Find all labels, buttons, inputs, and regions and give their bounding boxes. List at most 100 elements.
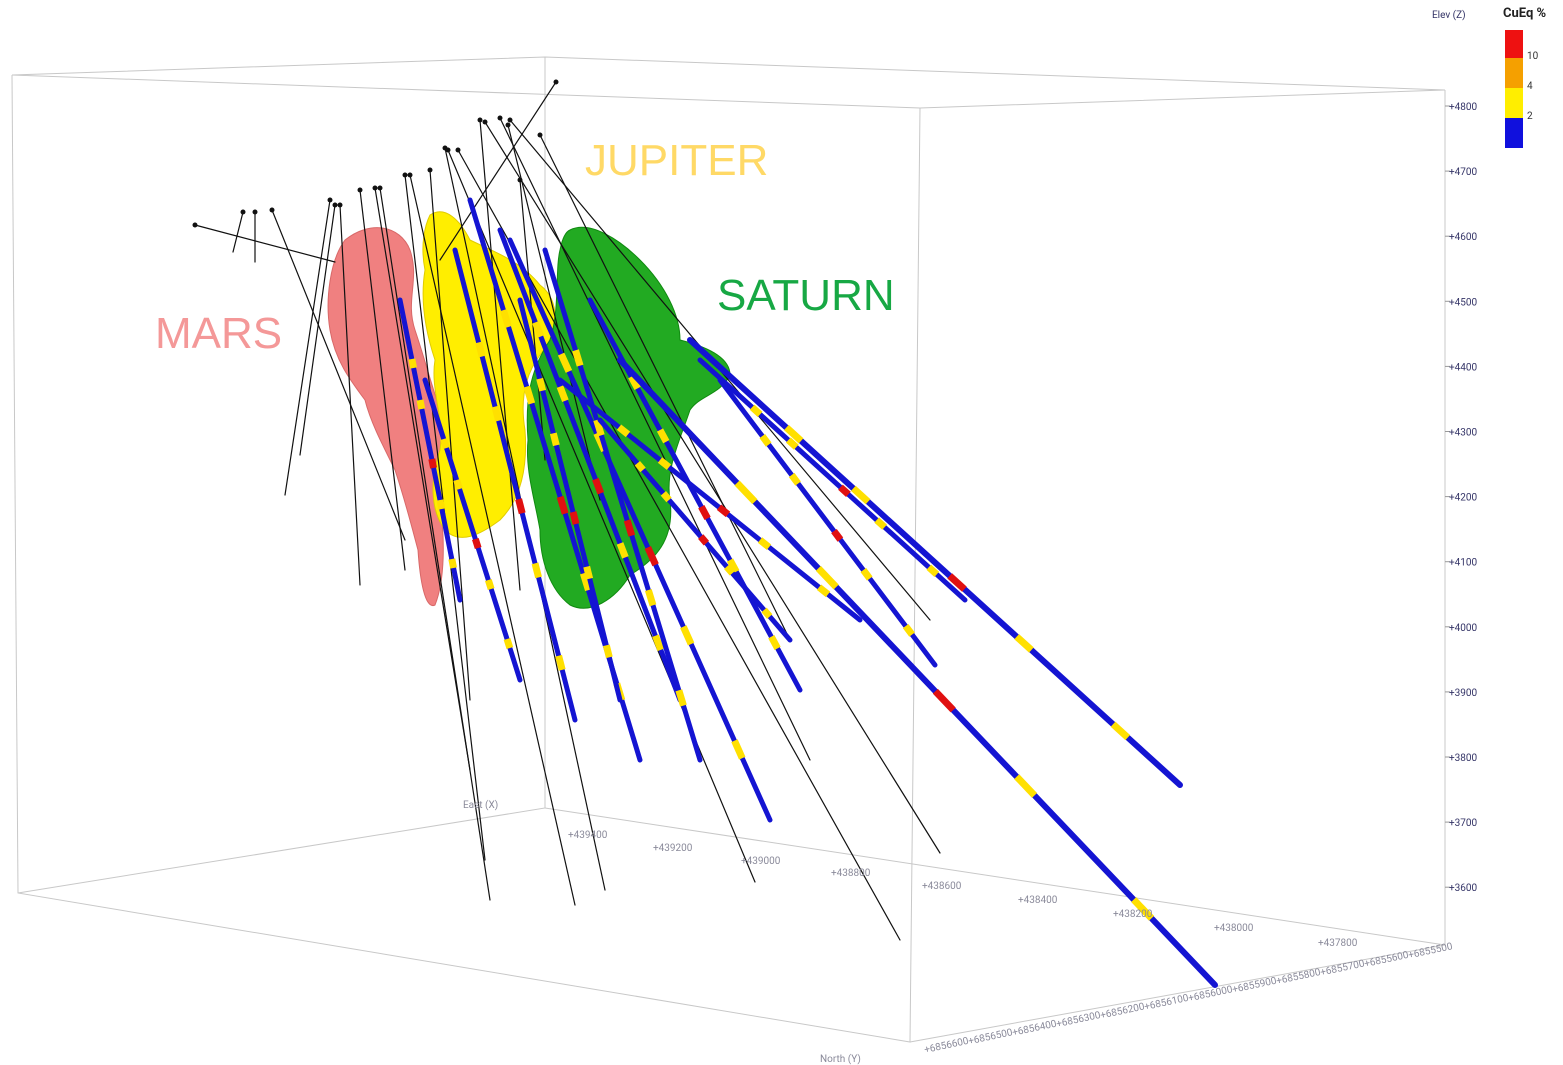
- z-tick-label: +3600: [1449, 883, 1478, 894]
- assay-interval: [416, 399, 426, 410]
- y-tick-label: +6856200: [1099, 1001, 1146, 1021]
- assay-interval: [656, 428, 670, 444]
- y-tick-label: +6855500: [1407, 941, 1454, 961]
- assay-interval: [440, 437, 450, 450]
- collar: [377, 185, 383, 191]
- assay-interval: [628, 375, 641, 391]
- assay-interval: [657, 457, 672, 470]
- assay-interval: [761, 607, 773, 619]
- drillhole: [374, 187, 471, 771]
- legend-label: 2: [1527, 111, 1533, 122]
- y-axis-title: North (Y): [820, 1053, 861, 1065]
- x-tick-label: +438800: [831, 868, 871, 879]
- assay-interval: [874, 517, 887, 530]
- assay-interval: [532, 321, 545, 338]
- body-label: JUPITER: [585, 136, 768, 185]
- legend-swatch: [1505, 30, 1523, 58]
- y-tick-label: +6856300: [1055, 1010, 1102, 1030]
- body-label: MARS: [155, 309, 282, 358]
- z-tick-label: +3900: [1449, 688, 1478, 699]
- drillhole: [232, 211, 244, 253]
- assay-interval: [448, 558, 458, 569]
- collar: [252, 209, 258, 215]
- z-tick-label: +4200: [1449, 493, 1478, 504]
- z-tick-label: +3800: [1449, 753, 1478, 764]
- drillhole: [697, 357, 968, 603]
- legend-label: 10: [1527, 51, 1539, 62]
- drillhole: [409, 174, 576, 906]
- z-tick-label: +4400: [1449, 362, 1478, 373]
- collar: [192, 222, 198, 228]
- collar: [553, 79, 559, 85]
- assay-interval: [634, 460, 646, 473]
- assay-interval: [675, 689, 687, 707]
- assay-interval: [491, 405, 502, 422]
- collar: [372, 185, 378, 191]
- y-tick-label: +6855800: [1275, 967, 1322, 987]
- x-tick-label: +438200: [1113, 909, 1153, 920]
- assay-interval: [759, 433, 772, 447]
- assay-interval: [592, 477, 605, 495]
- drillhole: [339, 204, 361, 586]
- assay-interval: [788, 472, 801, 486]
- assay-interval: [1110, 721, 1131, 741]
- y-tick-label: +6855600: [1363, 950, 1410, 970]
- assay-interval: [503, 637, 514, 650]
- assay-interval: [768, 635, 781, 651]
- drillhole: [429, 169, 471, 701]
- z-tick-label: +3700: [1449, 818, 1478, 829]
- assay-interval: [500, 309, 512, 328]
- drillhole: [717, 377, 938, 668]
- drillhole: [271, 209, 406, 541]
- assay-interval: [616, 542, 629, 559]
- collar: [337, 202, 343, 208]
- x-tick-label: +437800: [1318, 938, 1358, 949]
- drillhole: [507, 124, 601, 501]
- assay-interval: [838, 484, 851, 497]
- collar: [445, 147, 451, 153]
- assay-interval: [1131, 897, 1155, 921]
- collar: [357, 187, 363, 193]
- drillhole: [542, 247, 703, 763]
- z-tick-label: +4300: [1449, 428, 1478, 439]
- assay-interval: [815, 565, 839, 590]
- assay-interval: [556, 385, 569, 403]
- assay-interval: [593, 418, 605, 437]
- drillhole: [597, 417, 793, 643]
- axis-ticks: +4800 +4700 +4600 +4500 +4400 +4300 +4200 +4100…: [568, 102, 1478, 1056]
- collar: [269, 207, 275, 213]
- z-tick-label: +4500: [1449, 297, 1478, 308]
- assay-interval: [757, 537, 772, 550]
- z-tick-label: +4800: [1449, 102, 1478, 113]
- legend-swatch: [1505, 88, 1523, 118]
- collar: [482, 119, 488, 125]
- collar: [455, 147, 461, 153]
- x-tick-label: +439000: [741, 856, 781, 867]
- z-tick-label: +4100: [1449, 558, 1478, 569]
- collar: [427, 167, 433, 173]
- assay-interval: [724, 564, 736, 576]
- assay-interval: [749, 404, 763, 417]
- assay-interval: [816, 584, 831, 598]
- assay-interval: [947, 573, 967, 592]
- assay-interval: [428, 458, 438, 469]
- assay-interval: [408, 358, 418, 369]
- legend-swatch: [1505, 118, 1523, 148]
- assay-interval: [579, 572, 592, 592]
- body-label: SATURN: [717, 271, 895, 320]
- assay-interval: [644, 588, 657, 607]
- collar: [477, 117, 483, 123]
- assay-interval: [716, 504, 731, 518]
- collar: [327, 197, 333, 203]
- collar: [497, 115, 503, 121]
- collar: [240, 209, 246, 215]
- drillholes: [192, 79, 1218, 988]
- assay-interval: [536, 377, 547, 392]
- body-labels: MARS JUPITER SATURN: [155, 136, 895, 358]
- drillhole: [497, 227, 683, 703]
- assay-interval: [602, 644, 613, 659]
- drillhole: [617, 357, 1218, 988]
- drillhole: [507, 237, 773, 823]
- x-tick-label: +439200: [653, 843, 693, 854]
